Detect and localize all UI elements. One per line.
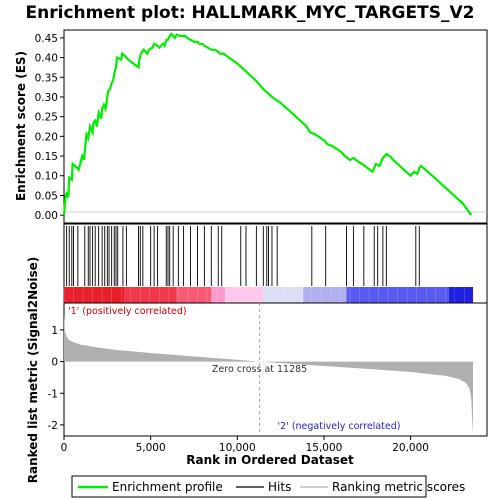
hits-panel [63,223,488,304]
heat-band-segment [64,287,125,303]
heat-band-segment [124,287,177,303]
enrichment-panel: 0.00 0.05 0.10 0.15 0.20 0.25 0.30 0.35 0.40 0.45… [14,29,488,224]
legend-enrichment-label: Enrichment profile [112,480,223,494]
zero-cross-annotation: Zero cross at 11285 [212,364,307,375]
es-y-tick-label: 0.40 [35,53,58,65]
heat-band-segment [263,287,304,303]
legend: Enrichment profile Hits Ranking metric s… [71,475,465,498]
es-y-tick-label: 0.10 [35,171,58,183]
x-tick-label: 15,000 [306,442,343,454]
heat-band-segment [176,287,212,303]
es-y-tick-label: 0.20 [35,131,58,143]
x-axis-label: Rank in Ordered Dataset [186,453,354,467]
legend-hits-label: Hits [268,480,291,494]
x-tick-label: 5,000 [136,442,166,454]
metric-y-tick-label: -1 [48,388,58,400]
metric-y-tick-label: 0 [51,357,58,369]
metric-panel: Zero cross at 11285 '1' (positively corr… [26,257,488,484]
heat-band-segment [448,287,473,303]
negative-correlation-label: '2' (negatively correlated) [278,421,401,432]
hit-markers [66,226,420,286]
heat-band-segment [225,287,264,303]
enrichment-profile-line [62,32,473,216]
legend-metric-label: Ranking metric scores [332,480,465,494]
enrichment-plot-frame [63,29,488,224]
heat-band-segment [211,287,226,303]
es-y-tick-label: 0.45 [35,33,58,45]
metric-y-axis-label: Ranked list metric (Signal2Noise) [26,257,40,484]
es-y-tick-label: 0.35 [35,72,58,84]
metric-y-tick-label: 1 [51,325,58,337]
es-y-tick-label: 0.15 [35,151,58,163]
heat-band-segment [303,287,347,303]
x-tick-label: 20,000 [392,442,429,454]
es-y-tick-label: 0.00 [35,210,58,222]
rank-heat-band [63,287,473,303]
es-y-tick-label: 0.25 [35,112,58,124]
es-y-tick-label: 0.05 [35,190,58,202]
positive-correlation-label: '1' (positively correlated) [68,306,187,317]
metric-y-tick-label: -2 [48,420,58,432]
es-y-axis-label: Enrichment score (ES) [14,51,28,201]
heat-band-segment [346,287,449,303]
chart-title: Enrichment plot: HALLMARK_MYC_TARGETS_V2 [26,3,475,23]
x-tick-label: 0 [61,442,68,454]
es-y-axis-ticks: 0.00 0.05 0.10 0.15 0.20 0.25 0.30 0.35 0.40 0.45 [35,33,64,222]
metric-y-axis-ticks: -2 -1 0 1 [48,325,64,432]
es-y-tick-label: 0.30 [35,92,58,104]
x-tick-label: 10,000 [219,442,256,454]
metric-x-axis-ticks: 0 5,000 10,000 15,000 20,000 [61,436,429,454]
